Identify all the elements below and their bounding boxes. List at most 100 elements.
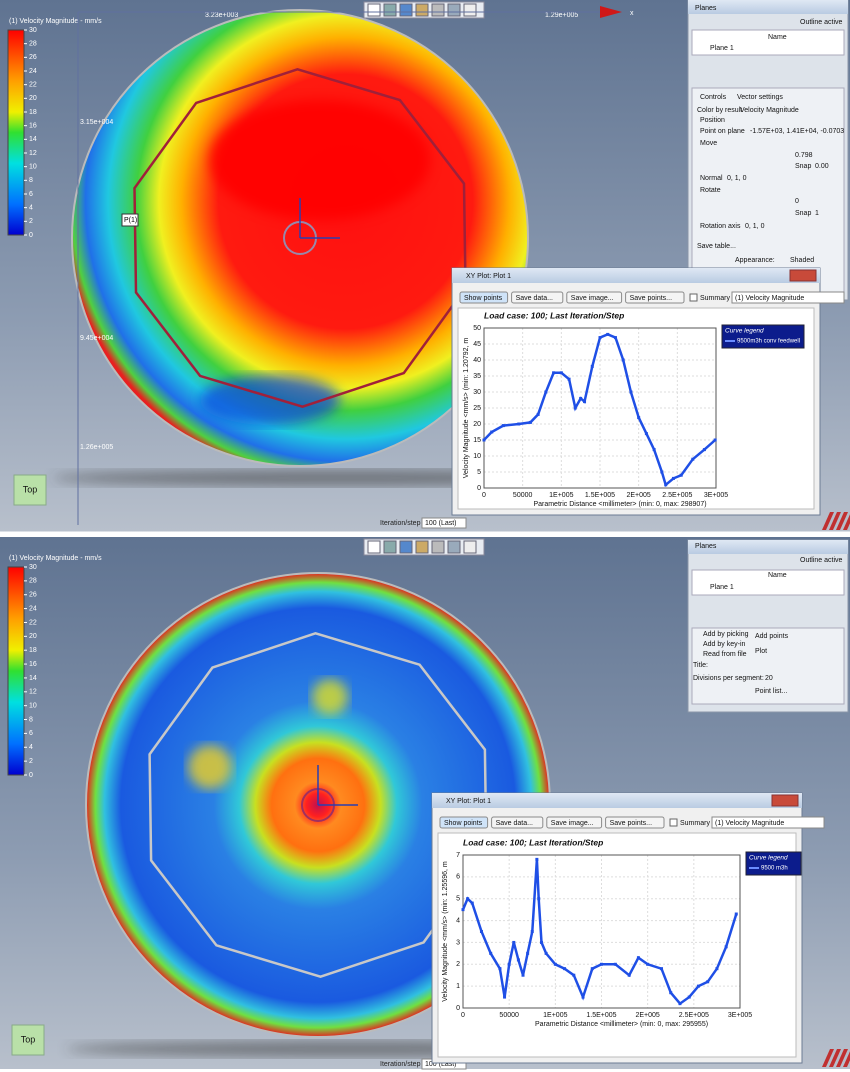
y-tick-label: 50 <box>473 325 481 332</box>
logo-stripe <box>829 512 841 530</box>
toolbar-button[interactable] <box>367 3 381 17</box>
toolbar-button[interactable] <box>439 816 489 829</box>
planes-text: Point list... <box>755 688 787 695</box>
colorbar-tick-label: 2 <box>29 758 33 765</box>
x-tick-label: 0 <box>482 492 486 499</box>
axis-arrow <box>600 6 622 18</box>
planes-text: Vector settings <box>737 94 783 101</box>
toolbar-button[interactable] <box>415 3 429 17</box>
planes-text: Add by picking <box>703 631 749 638</box>
toolbar-button[interactable] <box>566 291 623 304</box>
view-cube[interactable] <box>11 1024 45 1056</box>
data-point <box>466 897 470 901</box>
data-point <box>691 457 695 461</box>
data-point <box>627 973 631 977</box>
button-label: Save image... <box>551 820 594 827</box>
data-point <box>629 390 633 394</box>
colorbar-tick-label: 8 <box>29 716 33 723</box>
data-point <box>637 416 641 420</box>
data-point <box>503 995 507 999</box>
planes-header <box>688 540 848 554</box>
close-button[interactable] <box>789 269 817 282</box>
summary-label: Summary <box>680 820 710 827</box>
planes-text: Snap <box>795 210 811 217</box>
data-point <box>636 956 640 960</box>
planes-text: Name <box>768 34 787 41</box>
toolbar-button[interactable] <box>415 540 429 554</box>
x-tick-label: 1.5E+005 <box>586 1012 616 1019</box>
planes-text: Snap <box>795 163 811 170</box>
toolbar-button[interactable] <box>459 291 509 304</box>
button-label: Show points <box>464 295 503 302</box>
toolbar-button[interactable] <box>625 291 685 304</box>
planes-text: Velocity Magnitude <box>740 107 799 114</box>
planes-text: Outline active <box>800 557 843 564</box>
planes-text: -1.57E+03, 1.41E+04, -0.0703 <box>750 128 844 135</box>
data-point <box>679 473 683 477</box>
toolbar-button[interactable] <box>399 540 413 554</box>
toolbar-button[interactable] <box>605 816 665 829</box>
result-dropdown[interactable] <box>731 291 845 304</box>
y-tick-label: 0 <box>456 1005 460 1012</box>
iteration-label: Iteration/step <box>380 520 421 527</box>
iteration-dropdown[interactable] <box>421 517 467 529</box>
legend-box <box>721 324 805 349</box>
view-cube[interactable] <box>13 474 47 506</box>
button-label: Show points <box>444 820 483 827</box>
button-label: Save points... <box>630 295 672 302</box>
data-point <box>581 995 585 999</box>
colorbar-tick-label: 22 <box>29 82 37 89</box>
data-point <box>664 483 668 487</box>
colorbar-tick-label: 10 <box>29 164 37 171</box>
toolbar-button[interactable] <box>447 3 461 17</box>
colorbar-title: (1) Velocity Magnitude - mm/s <box>9 555 102 562</box>
toolbar-button[interactable] <box>367 540 381 554</box>
toolbar-button[interactable] <box>383 3 397 17</box>
x-axis-label: Parametric Distance <millimeter> (min: 0… <box>533 501 706 508</box>
data-point <box>724 945 728 949</box>
logo-stripe <box>843 514 850 530</box>
colorbar-tick-label: 4 <box>29 744 33 751</box>
plane-outline <box>148 631 488 979</box>
toolbar-button[interactable] <box>383 540 397 554</box>
colorbar-tick-label: 24 <box>29 68 37 75</box>
colorbar-title: (1) Velocity Magnitude - mm/s <box>9 18 102 25</box>
logo-stripe <box>822 512 834 530</box>
toolbar-button[interactable] <box>463 540 477 554</box>
colorbar-tick-label: 12 <box>29 150 37 157</box>
toolbar-button[interactable] <box>463 3 477 17</box>
toolbar-button[interactable] <box>491 816 544 829</box>
colorbar-tick-label: 22 <box>29 619 37 626</box>
planes-text: Planes <box>695 5 717 12</box>
toolbar-button[interactable] <box>431 3 445 17</box>
plane-outline <box>133 67 467 409</box>
toolbar-button[interactable] <box>399 3 413 17</box>
legend-box <box>745 851 802 876</box>
close-button[interactable] <box>771 794 799 807</box>
colorbar-tick-label: 26 <box>29 592 37 599</box>
logo-stripe <box>836 1049 848 1067</box>
planes-text: 0, 1, 0 <box>727 175 747 182</box>
data-point <box>539 940 543 944</box>
toolbar-button[interactable] <box>546 816 603 829</box>
xy-window-titlebar <box>452 268 820 283</box>
axis-label: 3.23e+003 <box>205 12 238 19</box>
colorbar-tick-label: 26 <box>29 54 37 61</box>
colorbar-tick-label: 24 <box>29 605 37 612</box>
planes-text: 1 <box>815 210 819 217</box>
iteration-value: 100 (Last) <box>425 1061 457 1068</box>
colorbar-tick-label: 16 <box>29 123 37 130</box>
summary-checkbox[interactable] <box>689 293 698 302</box>
data-point <box>590 364 594 368</box>
toolbar-button[interactable] <box>447 540 461 554</box>
summary-checkbox[interactable] <box>669 818 678 827</box>
result-dropdown[interactable] <box>711 816 825 829</box>
data-point <box>563 967 567 971</box>
axis-label: x <box>630 10 634 17</box>
planes-text: Appearance: <box>735 257 775 264</box>
toolbar-button[interactable] <box>431 540 445 554</box>
toolbar-button[interactable] <box>511 291 564 304</box>
x-tick-label: 3E+005 <box>704 492 728 499</box>
axis-label: 9.45e+004 <box>80 335 113 342</box>
chart-area <box>437 832 797 1058</box>
